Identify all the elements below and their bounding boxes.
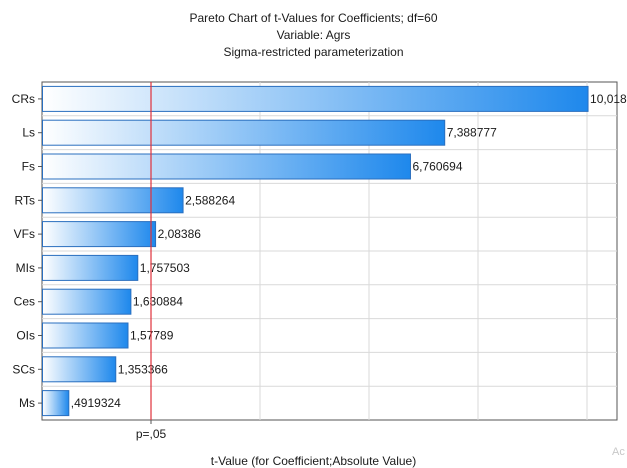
chart-title: Pareto Chart of t-Values for Coefficient…: [189, 11, 438, 25]
value-label-OIs: 1,57789: [130, 329, 174, 343]
value-label-Ces: 1,630884: [133, 295, 183, 309]
value-label-VFs: 2,08386: [158, 227, 202, 241]
bar-Ls: [42, 119, 446, 146]
significance-line-label: p=,05: [136, 427, 167, 441]
category-label-Ms: Ms: [19, 396, 35, 410]
value-label-Ls: 7,388777: [447, 126, 497, 140]
category-label-VFs: VFs: [14, 227, 35, 241]
category-label-Ces: Ces: [14, 295, 35, 309]
bar-SCs: [42, 356, 117, 383]
value-label-Ms: ,4919324: [71, 396, 121, 410]
bar-MIs: [42, 254, 139, 281]
category-label-SCs: SCs: [12, 362, 35, 376]
value-label-RTs: 2,588264: [185, 193, 235, 207]
bar-CRs: [42, 85, 589, 112]
value-label-Fs: 6,760694: [412, 160, 462, 174]
bar-Ces: [42, 288, 132, 315]
bar-VFs: [42, 221, 157, 248]
category-label-OIs: OIs: [16, 329, 35, 343]
bar-OIs: [42, 322, 129, 349]
value-label-CRs: 10,0187: [590, 92, 627, 106]
value-label-SCs: 1,353366: [118, 362, 168, 376]
category-label-Fs: Fs: [22, 160, 35, 174]
chart-subtitle-variable: Variable: Agrs: [276, 28, 351, 42]
x-axis-label: t-Value (for Coefficient;Absolute Value): [210, 454, 417, 468]
category-label-RTs: RTs: [15, 193, 35, 207]
chart-title-block: Pareto Chart of t-Values for Coefficient…: [0, 10, 627, 61]
bar-Fs: [42, 153, 411, 180]
value-label-MIs: 1,757503: [140, 261, 190, 275]
bar-RTs: [42, 187, 184, 214]
category-label-CRs: CRs: [12, 92, 35, 106]
bar-Ms: [42, 390, 70, 417]
watermark-text: Ac: [612, 446, 625, 458]
category-label-MIs: MIs: [16, 261, 35, 275]
chart-subtitle-parameterization: Sigma-restricted parameterization: [223, 45, 404, 59]
category-label-Ls: Ls: [22, 126, 35, 140]
